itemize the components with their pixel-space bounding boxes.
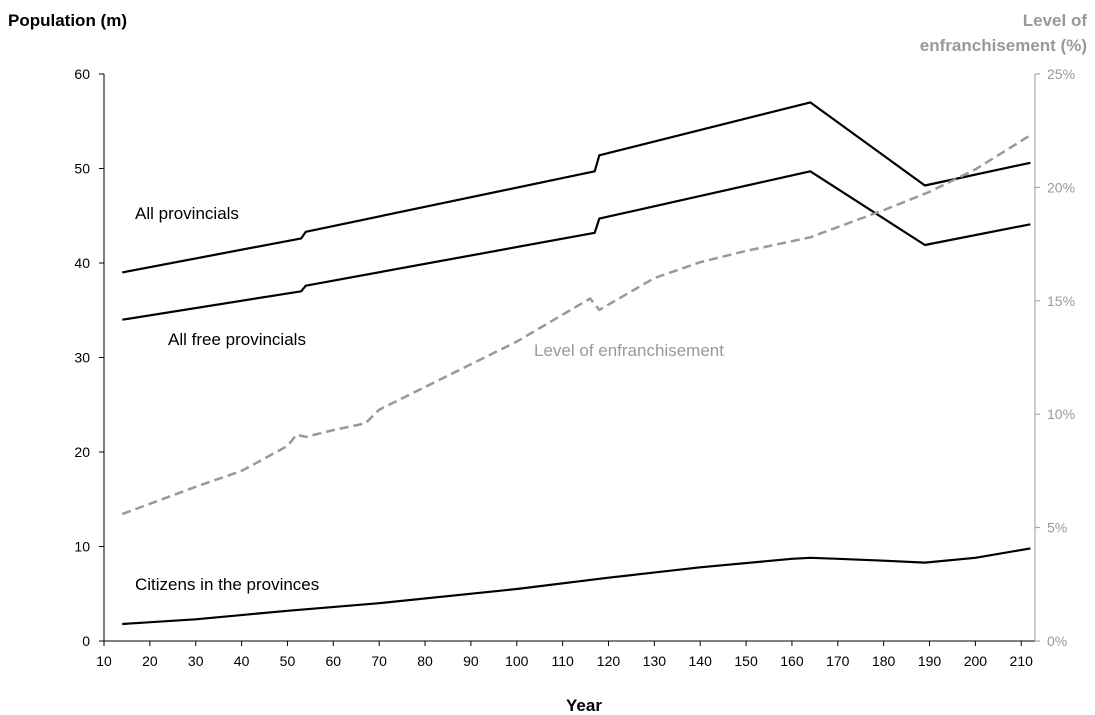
y2-axis-title-line2: enfranchisement (%) (920, 36, 1087, 55)
y-tick-label: 30 (74, 350, 90, 366)
x-tick-label: 20 (142, 653, 158, 669)
plot-area (121, 101, 1032, 626)
series-line-citizens-in-the-provinces (122, 547, 1031, 626)
x-tick-label: 100 (505, 653, 529, 669)
x-tick-label: 40 (234, 653, 250, 669)
x-tick-label: 110 (551, 653, 574, 669)
y2-tick-label: 15% (1047, 293, 1075, 309)
y-tick-label: 10 (74, 539, 90, 555)
y2-tick-label: 5% (1047, 520, 1067, 536)
x-tick-label: 50 (280, 653, 296, 669)
series-label-citizens-in-the-provinces: Citizens in the provinces (135, 575, 319, 594)
series-line-all-provincials (122, 101, 1031, 274)
y-tick-label: 60 (74, 66, 90, 82)
series-label-all-provincials: All provincials (135, 204, 239, 223)
x-tick-label: 190 (918, 653, 942, 669)
series-label-level-of-enfranchisement: Level of enfranchisement (534, 341, 724, 360)
y-tick-label: 40 (74, 255, 90, 271)
x-tick-label: 80 (417, 653, 433, 669)
x-tick-label: 200 (964, 653, 988, 669)
series-label-all-free-provincials: All free provincials (168, 330, 306, 349)
x-tick-label: 210 (1010, 653, 1034, 669)
y2-tick-label: 20% (1047, 179, 1075, 195)
x-tick-label: 130 (643, 653, 667, 669)
x-axis-title: Year (566, 696, 602, 715)
x-tick-label: 10 (96, 653, 112, 669)
x-tick-label: 180 (872, 653, 896, 669)
y2-tick-label: 0% (1047, 633, 1067, 649)
x-tick-label: 60 (326, 653, 342, 669)
y-tick-label: 50 (74, 161, 90, 177)
y2-axis-title-line1: Level of (1023, 11, 1088, 30)
x-tick-label: 140 (689, 653, 713, 669)
x-tick-label: 150 (734, 653, 758, 669)
axes: 0 10 20 30 40 50 60 0% 5% 10% 15% 20% 25% 10 20 30 40 50 6… (74, 66, 1075, 669)
y2-tick-label: 10% (1047, 406, 1075, 422)
series-line-level-of-enfranchisement (121, 134, 1032, 516)
y-axis-title: Population (m) (8, 11, 127, 30)
y2-tick-label: 25% (1047, 66, 1075, 82)
y-tick-label: 0 (82, 633, 90, 649)
x-tick-label: 90 (463, 653, 479, 669)
x-tick-label: 160 (780, 653, 804, 669)
x-tick-label: 120 (597, 653, 621, 669)
x-tick-label: 30 (188, 653, 204, 669)
y-tick-label: 20 (74, 444, 90, 460)
series-line-all-free-provincials (122, 170, 1031, 321)
x-tick-label: 170 (826, 653, 850, 669)
x-tick-label: 70 (371, 653, 387, 669)
